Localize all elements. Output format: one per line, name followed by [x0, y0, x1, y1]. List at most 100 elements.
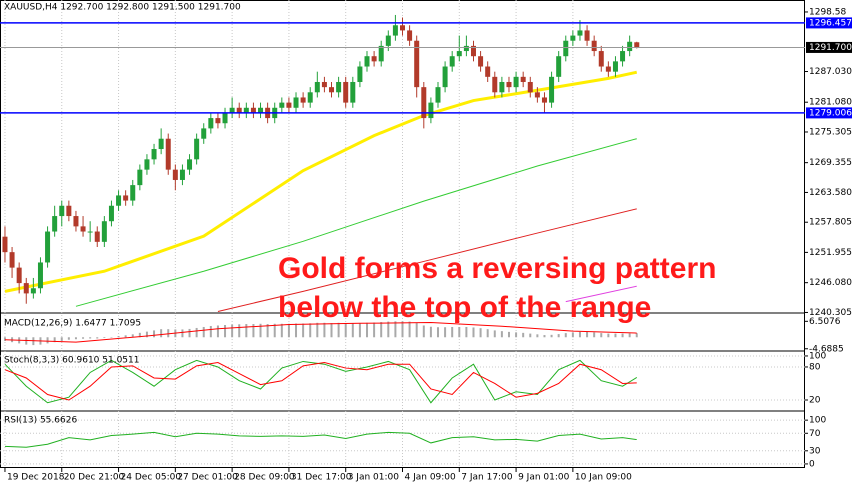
histogram-bar [472, 327, 475, 338]
y-tick-label: 100 [809, 351, 826, 361]
y-tick-label: 100 [809, 416, 826, 426]
candle-body [87, 231, 93, 233]
histogram-bar [564, 333, 567, 338]
candle-body [229, 107, 235, 113]
histogram-bar [323, 322, 326, 338]
y-tick-label: 1251.955 [809, 248, 852, 258]
y-tick-label: 1298.58 [809, 7, 846, 17]
x-tick-label: 9 Jan 01:00 [518, 473, 570, 483]
x-tick-label: 27 Dec 01:00 [177, 473, 238, 483]
histogram-bar [280, 323, 283, 338]
histogram-bar [330, 323, 333, 338]
candle-body [59, 205, 65, 217]
candle-body [378, 45, 384, 62]
y-tick-label: 1240.305 [809, 308, 852, 318]
candle-body [577, 30, 583, 36]
histogram-bar [302, 323, 305, 338]
histogram-bar [571, 332, 574, 338]
candle-body [314, 81, 320, 93]
histogram-bar [600, 333, 603, 338]
histogram-bar [621, 333, 624, 338]
histogram-bar [252, 324, 255, 338]
histogram-bar [507, 331, 510, 338]
indicator-line [217, 208, 637, 312]
histogram-bar [415, 323, 418, 338]
candle-body [286, 102, 292, 108]
candle-body [179, 169, 185, 180]
y-tick-label: 20 [809, 395, 821, 405]
histogram-bar [259, 323, 262, 338]
histogram-bar [522, 332, 525, 338]
candle-body [350, 81, 356, 103]
histogram-bar [3, 337, 6, 341]
candle-body [94, 231, 100, 242]
histogram-bar [635, 333, 638, 338]
histogram-bar [486, 329, 489, 338]
histogram-bar [245, 324, 248, 338]
candle-body [66, 205, 72, 217]
histogram-bar [82, 337, 85, 339]
histogram-bar [401, 321, 404, 338]
candle-body [172, 169, 178, 180]
candle-body [527, 81, 533, 93]
candle-body [364, 56, 370, 67]
histogram-bar [153, 330, 156, 338]
candle-body [563, 40, 569, 57]
candle-body [478, 56, 484, 67]
candle-body [499, 81, 505, 93]
level-label-box [806, 17, 852, 29]
histogram-bar [387, 321, 390, 338]
histogram-bar [53, 337, 56, 343]
candle-body [2, 236, 8, 253]
candle-body [392, 25, 398, 36]
candle-body [541, 97, 547, 103]
candle-body [407, 30, 413, 41]
level-label: 1296.457 [809, 18, 852, 28]
histogram-bar [422, 325, 425, 338]
candle-body [108, 205, 114, 222]
candle-body [236, 107, 242, 113]
histogram-bar [202, 326, 205, 338]
candle-body [300, 97, 306, 103]
candle-body [279, 102, 285, 108]
candle-body [123, 195, 129, 201]
histogram-bar [465, 326, 468, 338]
x-tick-label: 24 Dec 05:00 [121, 473, 182, 483]
histogram-bar [550, 334, 553, 338]
candle-body [80, 226, 86, 232]
histogram-bar [74, 337, 77, 340]
y-tick-label: 6.5076 [809, 317, 841, 327]
histogram-bar [344, 323, 347, 338]
histogram-bar [46, 337, 49, 344]
level-label-box [806, 41, 852, 53]
panel-title: Stoch(8,3,3) 60.9610 51.0511 [4, 356, 139, 366]
x-tick-label: 19 Dec 2018 [7, 473, 65, 483]
histogram-bar [593, 332, 596, 338]
candle-body [23, 283, 29, 294]
candle-body [385, 35, 391, 46]
y-tick-label: 1281.080 [809, 98, 852, 108]
candle-body [101, 221, 107, 242]
candle-body [201, 128, 207, 139]
histogram-bar [557, 334, 560, 338]
candle-body [400, 25, 405, 31]
candle-body [485, 66, 491, 77]
candle-body [243, 107, 249, 113]
indicator-line [4, 431, 637, 448]
indicator-line [4, 322, 637, 343]
histogram-bar [295, 323, 298, 338]
indicator-line [565, 285, 637, 303]
histogram-bar [224, 325, 227, 338]
histogram-bar [366, 322, 369, 338]
histogram-bar [110, 337, 113, 338]
histogram-bar [138, 332, 141, 338]
histogram-bar [287, 323, 290, 338]
candle-body [549, 76, 555, 103]
candle-body [492, 76, 498, 93]
histogram-bar [380, 322, 383, 338]
candle-body [151, 149, 157, 160]
chart-title: XAUUSD,H4 1292.700 1292.800 1291.500 129… [4, 3, 241, 13]
histogram-bar [103, 337, 106, 339]
candle-body [73, 216, 79, 227]
